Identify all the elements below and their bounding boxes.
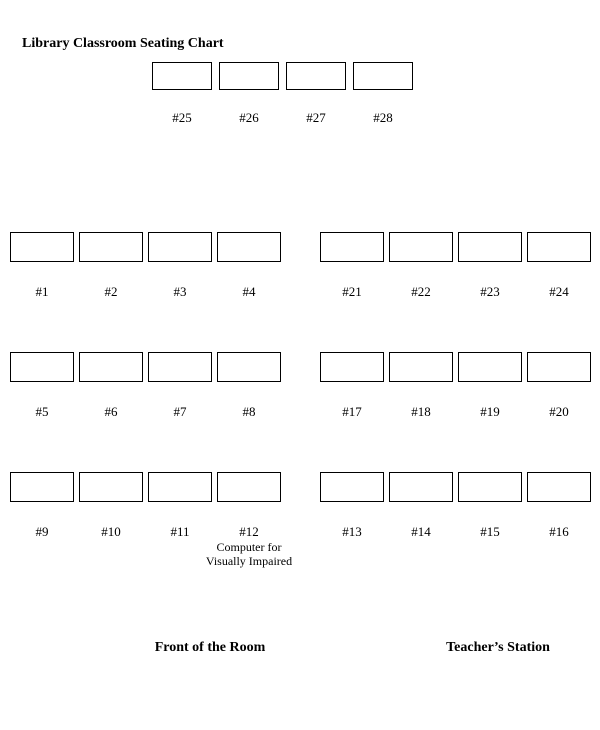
seat-box-11 — [148, 472, 212, 502]
seat-box-8 — [217, 352, 281, 382]
seat-label-28: #28 — [373, 110, 393, 126]
seat-box-26 — [219, 62, 279, 90]
seat-label-19: #19 — [480, 404, 500, 420]
seat-label-15: #15 — [480, 524, 500, 540]
seat-box-24 — [527, 232, 591, 262]
seat-box-28 — [353, 62, 413, 90]
seat-label-3: #3 — [174, 284, 187, 300]
seat-box-3 — [148, 232, 212, 262]
seat-label-24: #24 — [549, 284, 569, 300]
seating-chart: Library Classroom Seating Chart #25 #26 #2… — [0, 0, 600, 730]
teachers-station-label: Teacher’s Station — [446, 640, 550, 656]
seat-box-6 — [79, 352, 143, 382]
seat-label-16: #16 — [549, 524, 569, 540]
seat-label-13: #13 — [342, 524, 362, 540]
seat-label-14: #14 — [411, 524, 431, 540]
seat-label-6: #6 — [105, 404, 118, 420]
seat-box-22 — [389, 232, 453, 262]
seat-label-21: #21 — [342, 284, 362, 300]
seat-box-12 — [217, 472, 281, 502]
seat-label-23: #23 — [480, 284, 500, 300]
seat-label-12: #12 — [239, 524, 259, 540]
seat-label-2: #2 — [105, 284, 118, 300]
seat-box-19 — [458, 352, 522, 382]
seat-label-4: #4 — [243, 284, 256, 300]
seat-label-17: #17 — [342, 404, 362, 420]
seat-label-10: #10 — [101, 524, 121, 540]
seat-box-13 — [320, 472, 384, 502]
seat-label-26: #26 — [239, 110, 259, 126]
seat-label-9: #9 — [36, 524, 49, 540]
seat-label-25: #25 — [172, 110, 192, 126]
seat-label-5: #5 — [36, 404, 49, 420]
seat-label-11: #11 — [170, 524, 189, 540]
seat-box-1 — [10, 232, 74, 262]
seat-label-18: #18 — [411, 404, 431, 420]
seat-box-25 — [152, 62, 212, 90]
seat-box-27 — [286, 62, 346, 90]
seat-box-16 — [527, 472, 591, 502]
seat-box-14 — [389, 472, 453, 502]
seat-box-17 — [320, 352, 384, 382]
chart-title: Library Classroom Seating Chart — [22, 36, 224, 52]
seat-box-4 — [217, 232, 281, 262]
seat-box-21 — [320, 232, 384, 262]
seat-label-20: #20 — [549, 404, 569, 420]
seat-box-20 — [527, 352, 591, 382]
seat-box-7 — [148, 352, 212, 382]
footnote: Computer forVisually Impaired — [206, 540, 292, 569]
seat-box-2 — [79, 232, 143, 262]
seat-box-5 — [10, 352, 74, 382]
front-of-room-label: Front of the Room — [155, 640, 266, 656]
seat-box-9 — [10, 472, 74, 502]
seat-box-15 — [458, 472, 522, 502]
seat-label-22: #22 — [411, 284, 431, 300]
seat-box-10 — [79, 472, 143, 502]
seat-label-1: #1 — [36, 284, 49, 300]
seat-label-8: #8 — [243, 404, 256, 420]
seat-box-23 — [458, 232, 522, 262]
seat-label-7: #7 — [174, 404, 187, 420]
seat-label-27: #27 — [306, 110, 326, 126]
seat-box-18 — [389, 352, 453, 382]
